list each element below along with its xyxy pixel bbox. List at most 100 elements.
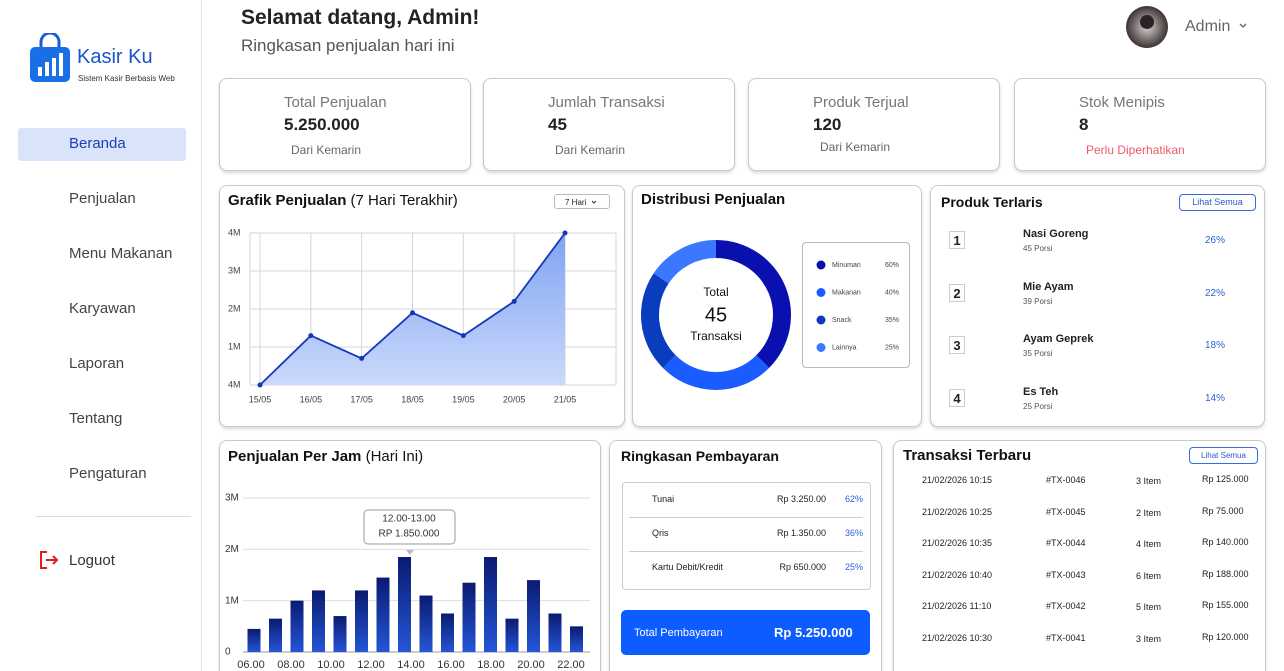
product-name: Es Teh <box>1023 385 1059 398</box>
menu-item[interactable]: Penjualan <box>69 190 136 207</box>
subtitle: (Hari Ini) <box>365 448 424 465</box>
tx-items: 5 Item <box>1136 602 1162 613</box>
card <box>930 185 1265 427</box>
rank: 4 <box>949 388 965 407</box>
card <box>219 440 601 671</box>
filter: 7 Hari <box>565 198 587 207</box>
payment-share: 62% <box>844 494 863 504</box>
product-share: 26% <box>1205 235 1226 246</box>
stat-label: Jumlah Transaksi <box>548 94 665 111</box>
menu-item[interactable]: Pengaturan <box>69 465 147 482</box>
tx-id: #TX-0044 <box>1046 538 1086 549</box>
legend-box <box>802 242 910 368</box>
tx-date: 21/02/2026 10:35 <box>922 538 993 549</box>
payment-amount: Rp 1.350.00 <box>776 528 826 538</box>
filter-dropdown[interactable]: 7 Hari <box>554 194 610 209</box>
product-portions: 39 Porsi <box>1023 296 1053 306</box>
stat-card <box>748 78 1000 171</box>
stat-card <box>483 78 735 171</box>
tx-date: 21/02/2026 11:10 <box>922 601 992 612</box>
card <box>893 440 1266 671</box>
tx-id: #TX-0045 <box>1046 506 1086 517</box>
logo-icon <box>30 33 70 82</box>
stat-label: Stok Menipis <box>1079 94 1165 111</box>
stat-note: Dari Kemarin <box>555 143 626 157</box>
tx-id: #TX-0042 <box>1046 601 1086 612</box>
menu-item[interactable]: Menu Makanan <box>69 245 173 262</box>
user-name[interactable]: Admin <box>1185 18 1231 35</box>
total-value: Rp 5.250.000 <box>774 625 853 640</box>
card-title: Ringkasan Pembayaran <box>621 448 779 464</box>
menu-item[interactable]: Beranda <box>69 135 126 152</box>
brand: Kasir Ku <box>77 46 153 68</box>
tx-id: #TX-0046 <box>1046 475 1086 485</box>
subtitle: Ringkasan penjualan hari ini <box>241 36 455 55</box>
chevron <box>591 200 597 204</box>
stat-value: 5.250.000 <box>284 115 360 134</box>
tx-date: 21/02/2026 10:25 <box>922 506 993 517</box>
stat-card <box>1014 78 1266 171</box>
card-title: Produk Terlaris <box>941 194 1043 210</box>
divider <box>36 516 191 517</box>
tx-amount: Rp 125.000 <box>1202 474 1249 484</box>
card-title: Transaksi Terbaru <box>903 447 1032 464</box>
stat-label: Total Penjualan <box>284 94 387 111</box>
stat-note: Dari Kemarin <box>820 140 891 154</box>
row-divider <box>629 551 863 552</box>
tx-date: 21/02/2026 10:40 <box>922 569 993 580</box>
tx-id: #TX-0043 <box>1046 569 1086 580</box>
logout-icon <box>40 551 59 569</box>
chart-title: Penjualan Per Jam (Hari Ini) <box>228 448 423 465</box>
product-share: 18% <box>1205 340 1226 351</box>
product-share: 22% <box>1205 287 1226 299</box>
stat-value: 8 <box>1079 115 1089 134</box>
rank: 3 <box>949 336 965 354</box>
chevron <box>1239 23 1247 28</box>
rank: 2 <box>949 283 965 302</box>
greeting: Selamat datang, Admin! <box>241 6 480 29</box>
avatar[interactable] <box>1126 6 1168 48</box>
payment-method: Qris <box>652 528 669 538</box>
payment-share: 25% <box>844 562 863 572</box>
chart-title: Grafik Penjualan (7 Hari Terakhir) <box>228 192 458 209</box>
payment-box <box>622 482 871 590</box>
title: Penjualan Per Jam <box>228 448 362 465</box>
payment-share: 36% <box>844 528 863 538</box>
tx-amount: Rp 155.000 <box>1202 600 1249 611</box>
total-box <box>621 610 870 655</box>
product-share: 14% <box>1205 392 1226 404</box>
stat-value: 45 <box>548 115 567 134</box>
tx-items: 2 Item <box>1136 507 1162 518</box>
stat-label: Produk Terjual <box>813 94 909 111</box>
tagline: Sistem Kasir Berbasis Web <box>78 74 175 83</box>
product-portions: 25 Porsi <box>1023 401 1053 411</box>
tx-items: 6 Item <box>1136 570 1162 581</box>
active-menu-bg <box>18 128 186 161</box>
logout[interactable]: Loguot <box>69 552 115 569</box>
tx-items: 3 Item <box>1136 634 1162 644</box>
menu-item[interactable]: Laporan <box>69 355 125 372</box>
card <box>219 185 625 427</box>
rank: 1 <box>949 231 965 249</box>
menu-item[interactable]: Karyawan <box>69 300 136 317</box>
view-all[interactable]: Lihat Semua <box>1189 447 1258 464</box>
product-name: Ayam Geprek <box>1023 333 1094 345</box>
tx-id: #TX-0041 <box>1046 633 1086 643</box>
payment-amount: Rp 650.000 <box>779 562 826 572</box>
tx-amount: Rp 120.000 <box>1202 632 1249 642</box>
tx-items: 4 Item <box>1136 539 1162 550</box>
menu-item[interactable]: Tentang <box>69 410 123 427</box>
product-name: Mie Ayam <box>1023 280 1074 293</box>
product-portions: 45 Porsi <box>1023 244 1053 253</box>
product-name: Nasi Goreng <box>1023 228 1089 240</box>
view-all[interactable]: Lihat Semua <box>1179 194 1256 211</box>
tx-date: 21/02/2026 10:15 <box>922 475 993 485</box>
subtitle: (7 Hari Terakhir) <box>350 192 458 209</box>
tx-date: 21/02/2026 10:30 <box>922 633 993 643</box>
row-divider <box>629 517 863 518</box>
tx-items: 3 Item <box>1136 476 1162 486</box>
stat-note: Perlu Diperhatikan <box>1086 143 1185 157</box>
product-portions: 35 Porsi <box>1023 349 1053 358</box>
title: Grafik Penjualan <box>228 192 347 209</box>
